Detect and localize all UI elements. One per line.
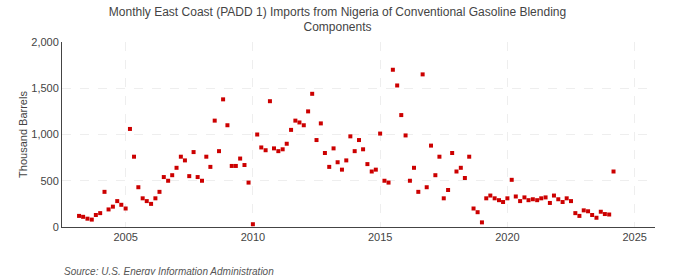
svg-text:2025: 2025 [622, 231, 646, 243]
svg-text:1,000: 1,000 [31, 128, 59, 140]
svg-text:2015: 2015 [368, 231, 392, 243]
svg-text:Source: U.S. Energy Informatio: Source: U.S. Energy Information Administ… [64, 266, 274, 275]
svg-text:1,500: 1,500 [31, 82, 59, 94]
svg-text:0: 0 [53, 221, 59, 233]
svg-text:2,000: 2,000 [31, 36, 59, 48]
svg-text:2020: 2020 [495, 231, 519, 243]
svg-text:500: 500 [40, 175, 58, 187]
svg-text:2005: 2005 [113, 231, 137, 243]
svg-text:2010: 2010 [241, 231, 265, 243]
svg-text:Monthly East Coast (PADD 1) Im: Monthly East Coast (PADD 1) Imports from… [109, 5, 566, 35]
svg-text:Thousand Barrels: Thousand Barrels [17, 91, 29, 178]
